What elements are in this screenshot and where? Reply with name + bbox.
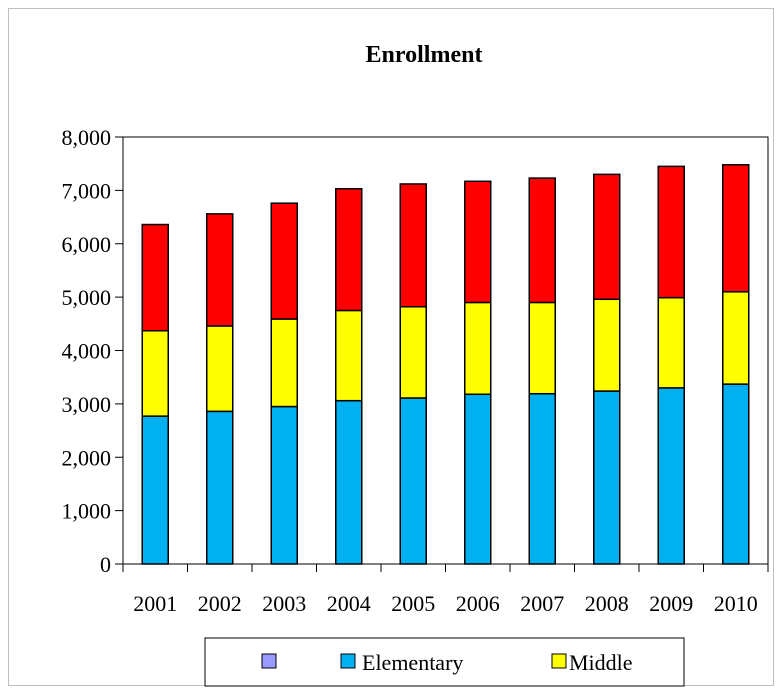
top-series-bar <box>141 223 169 332</box>
middle-bar <box>206 325 234 413</box>
x-tick-label: 2002 <box>198 591 242 616</box>
top-series-bar <box>593 173 621 301</box>
y-tick-label: 3,000 <box>62 392 112 417</box>
x-tick-label: 2007 <box>520 591 564 616</box>
elementary-bar <box>206 410 234 565</box>
elementary-bar <box>593 390 621 565</box>
top-series-bar <box>270 202 298 320</box>
y-tick-label: 6,000 <box>62 232 112 257</box>
chart-title: Enrollment <box>366 42 483 68</box>
top-series-bar <box>657 165 685 299</box>
middle-bar <box>335 309 363 402</box>
chart-frame <box>8 8 774 686</box>
middle-bar <box>464 301 492 396</box>
x-tick-label: 2004 <box>327 591 371 616</box>
x-tick-label: 2001 <box>133 591 177 616</box>
top-series-bar <box>335 188 363 312</box>
y-tick-label: 5,000 <box>62 285 112 310</box>
legend-label: Elementary <box>362 650 463 675</box>
x-tick-label: 2010 <box>714 591 758 616</box>
elementary-bar <box>399 397 427 565</box>
x-tick-label: 2009 <box>649 591 693 616</box>
elementary-bar <box>335 399 363 565</box>
middle-bar <box>722 291 750 385</box>
plot-area: 0 1,000 2,000 3,000 4,000 5,000 6,000 7,000 8,00… <box>62 125 769 616</box>
top-series-bar <box>722 164 750 293</box>
legend-label: Middle <box>569 650 633 675</box>
top-series-bar <box>528 177 556 304</box>
legend-swatch <box>340 653 356 669</box>
x-tick-label: 2003 <box>262 591 306 616</box>
elementary-bar <box>657 387 685 565</box>
middle-bar <box>657 296 685 389</box>
elementary-bar <box>270 405 298 565</box>
middle-bar <box>528 301 556 395</box>
x-tick-label: 2005 <box>391 591 435 616</box>
y-tick-label: 0 <box>100 552 111 577</box>
x-tick-label: 2006 <box>456 591 500 616</box>
y-tick-label: 7,000 <box>62 178 112 203</box>
elementary-bar <box>528 392 556 565</box>
x-tick-label: 2008 <box>585 591 629 616</box>
legend-box <box>204 637 685 687</box>
middle-bar <box>141 330 169 417</box>
legend-swatch <box>261 653 277 669</box>
elementary-bar <box>722 383 750 565</box>
y-tick-label: 2,000 <box>62 445 112 470</box>
top-series-bar <box>399 183 427 308</box>
y-tick-label: 8,000 <box>62 125 112 150</box>
elementary-bar <box>464 393 492 565</box>
legend-swatch <box>551 653 567 669</box>
top-series-bar <box>206 213 234 327</box>
top-series-bar <box>464 180 492 304</box>
middle-bar <box>593 298 621 392</box>
elementary-bar <box>141 415 169 565</box>
legend: Elementary Middle <box>204 637 685 687</box>
middle-bar <box>399 305 427 399</box>
middle-bar <box>270 318 298 408</box>
y-tick-label: 4,000 <box>62 339 112 364</box>
y-tick-label: 1,000 <box>62 499 112 524</box>
